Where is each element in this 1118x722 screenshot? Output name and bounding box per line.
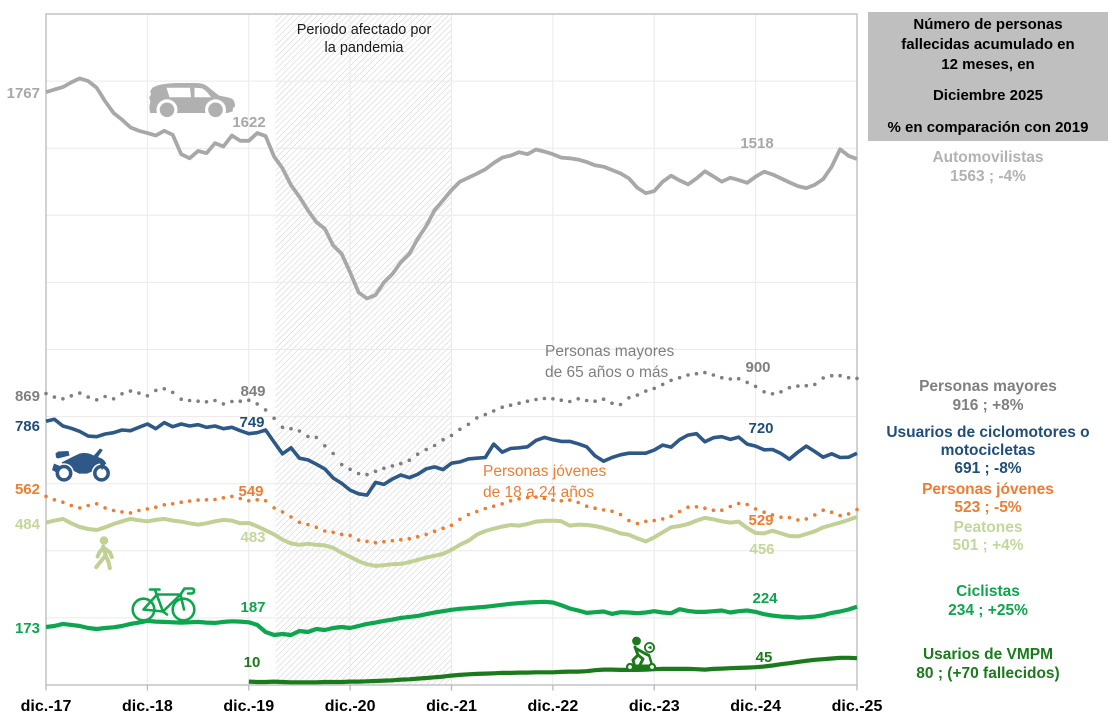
svg-text:Ciclistas: Ciclistas (956, 583, 1020, 600)
svg-text:de 65 años o más: de 65 años o más (545, 364, 668, 381)
svg-text:562: 562 (15, 481, 40, 498)
svg-text:motocicletas: motocicletas (941, 442, 1036, 459)
svg-text:691 ; -8%: 691 ; -8% (954, 460, 1021, 477)
svg-text:Personas mayores: Personas mayores (919, 378, 1057, 395)
svg-text:523 ; -5%: 523 ; -5% (954, 499, 1021, 516)
svg-text:Número de personas: Número de personas (913, 16, 1062, 33)
svg-text:529: 529 (748, 512, 773, 529)
svg-text:dic.-17: dic.-17 (21, 698, 72, 715)
svg-text:224: 224 (752, 590, 778, 607)
svg-text:Personas mayores: Personas mayores (545, 343, 674, 360)
svg-text:dic.-19: dic.-19 (223, 698, 274, 715)
svg-text:916 ; +8%: 916 ; +8% (952, 397, 1023, 414)
svg-text:Diciembre 2025: Diciembre 2025 (933, 87, 1043, 104)
svg-text:456: 456 (749, 541, 774, 558)
svg-text:869: 869 (15, 388, 40, 405)
svg-text:de 18 a 24 años: de 18 a 24 años (483, 484, 594, 501)
svg-text:45: 45 (756, 649, 773, 666)
svg-text:Personas jóvenes: Personas jóvenes (922, 481, 1054, 498)
svg-text:dic.-23: dic.-23 (629, 698, 680, 715)
svg-text:1767: 1767 (7, 85, 40, 102)
svg-text:80 ; (+70 fallecidos): 80 ; (+70 fallecidos) (916, 665, 1059, 682)
svg-text:501 ; +4%: 501 ; +4% (952, 537, 1023, 554)
svg-text:12 meses, en: 12 meses, en (941, 56, 1034, 73)
svg-text:10: 10 (244, 654, 261, 671)
svg-text:Usuarios de ciclomotores o: Usuarios de ciclomotores o (886, 424, 1089, 441)
svg-text:Periodo afectado por: Periodo afectado por (297, 22, 432, 38)
svg-text:1622: 1622 (232, 114, 265, 131)
svg-text:549: 549 (238, 483, 263, 500)
svg-text:483: 483 (240, 529, 265, 546)
svg-text:dic.-24: dic.-24 (730, 698, 781, 715)
svg-text:dic.-21: dic.-21 (426, 698, 477, 715)
svg-text:dic.-20: dic.-20 (325, 698, 376, 715)
svg-text:dic.-25: dic.-25 (832, 698, 883, 715)
svg-text:dic.-22: dic.-22 (528, 698, 579, 715)
svg-text:749: 749 (239, 414, 264, 431)
svg-text:484: 484 (15, 516, 41, 533)
svg-text:173: 173 (15, 620, 40, 637)
svg-text:720: 720 (748, 420, 773, 437)
svg-text:Personas jóvenes: Personas jóvenes (483, 463, 606, 480)
svg-text:Automovilistas: Automovilistas (932, 149, 1043, 166)
svg-text:234 ; +25%: 234 ; +25% (948, 602, 1028, 619)
svg-text:187: 187 (240, 599, 265, 616)
svg-text:fallecidas acumulado en: fallecidas acumulado en (901, 36, 1074, 53)
svg-text:Peatones: Peatones (954, 519, 1023, 536)
svg-text:Usarios de VMPM: Usarios de VMPM (923, 646, 1053, 663)
svg-text:la pandemia: la pandemia (325, 40, 405, 56)
svg-text:900: 900 (745, 359, 770, 376)
svg-text:% en comparación con 2019: % en comparación con 2019 (888, 119, 1089, 136)
svg-text:1563 ; -4%: 1563 ; -4% (950, 168, 1026, 185)
svg-text:dic.-18: dic.-18 (122, 698, 173, 715)
svg-text:1518: 1518 (740, 135, 773, 152)
svg-text:849: 849 (240, 383, 265, 400)
svg-text:786: 786 (15, 418, 40, 435)
